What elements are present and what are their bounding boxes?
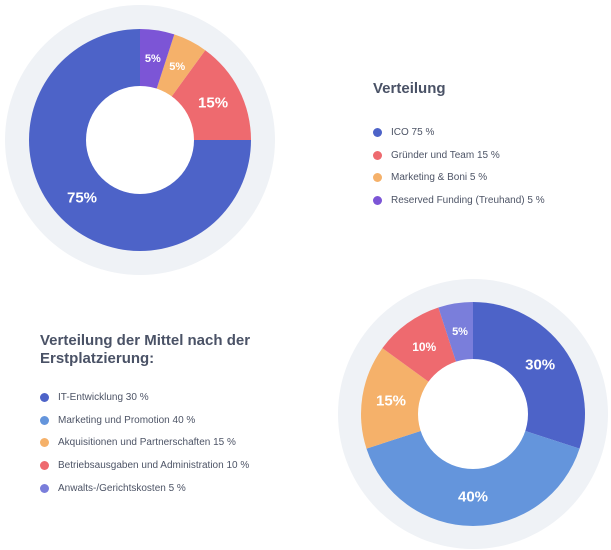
chart1-legend-label: Marketing & Boni 5 % (391, 172, 488, 184)
legend-dot-icon (373, 150, 382, 160)
chart2-legend-label: Akquisitionen und Partnerschaften 15 % (58, 437, 236, 449)
chart1-hole (86, 86, 194, 194)
chart1-slice-label-2: 15% (198, 94, 228, 111)
legend-dot-icon (40, 438, 49, 448)
chart1-legend-label: Reserved Funding (Treuhand) 5 % (391, 194, 545, 206)
chart1-legend-label: ICO 75 % (391, 126, 435, 138)
legend-dot-icon (373, 173, 382, 183)
chart2-legend-label: Anwalts-/Gerichtskosten 5 % (58, 482, 186, 494)
chart2-slice-labels: 30% 40% 15% 10% 5% (376, 326, 555, 505)
chart1-slice-label-1: 75% (67, 189, 97, 206)
chart2-legend-list: IT-Entwicklung 30 % Marketing und Promoti… (40, 386, 300, 499)
chart2-legend-label: IT-Entwicklung 30 % (58, 391, 149, 403)
chart2-slice-label-4: 10% (412, 340, 436, 354)
chart2-title: Verteilung der Mittel nach der Erstplatz… (40, 332, 251, 367)
chart1-slice-labels: 75% 15% 5% 5% (67, 53, 228, 206)
chart2-legend-label: Marketing und Promotion 40 % (58, 414, 196, 426)
chart2-slice-2 (366, 414, 580, 527)
chart2-hole (418, 359, 528, 469)
chart1-slice-label-3: 5% (169, 61, 185, 73)
chart2-slice-3 (360, 348, 473, 449)
chart2-slice-label-1: 30% (525, 357, 555, 374)
chart2-slice-label-3: 15% (376, 393, 406, 410)
chart2-legend-item: Marketing und Promotion 40 % (40, 409, 300, 432)
legend-dot-icon (40, 483, 49, 493)
chart1-legend: Verteilung ICO 75 % Gründer und Team 15 %… (373, 80, 603, 212)
chart1-legend-item: Marketing & Boni 5 % (373, 166, 603, 189)
chart1-legend-label: Gründer und Team 15 % (391, 149, 500, 161)
legend-dot-icon (40, 392, 49, 402)
chart2-slice-label-5: 5% (452, 326, 468, 338)
chart1-legend-item: Reserved Funding (Treuhand) 5 % (373, 189, 603, 212)
chart2-legend-item: Betriebsausgaben und Administration 10 % (40, 454, 300, 477)
chart2-legend: Verteilung der Mittel nach der Erstplatz… (40, 332, 300, 499)
chart1-legend-item: Gründer und Team 15 % (373, 144, 603, 167)
legend-dot-icon (373, 195, 382, 205)
chart2-slice-label-2: 40% (458, 489, 488, 506)
chart1-legend-list: ICO 75 % Gründer und Team 15 % Marketing &… (373, 121, 603, 212)
legend-dot-icon (373, 127, 382, 137)
chart1-title: Verteilung (373, 80, 446, 97)
legend-dot-icon (40, 415, 49, 425)
chart2-legend-label: Betriebsausgaben und Administration 10 % (58, 459, 250, 471)
chart2-legend-item: Akquisitionen und Partnerschaften 15 % (40, 431, 300, 454)
chart1-legend-item: ICO 75 % (373, 121, 603, 144)
chart2-legend-item: Anwalts-/Gerichtskosten 5 % (40, 477, 300, 500)
legend-dot-icon (40, 460, 49, 470)
chart1-slice-label-4: 5% (145, 53, 161, 65)
chart2-legend-item: IT-Entwicklung 30 % (40, 386, 300, 409)
